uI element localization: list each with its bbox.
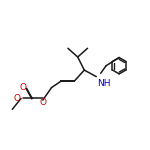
Text: O: O	[14, 94, 21, 103]
Text: O: O	[40, 98, 47, 107]
Text: O: O	[19, 83, 26, 92]
Text: NH: NH	[97, 79, 110, 88]
